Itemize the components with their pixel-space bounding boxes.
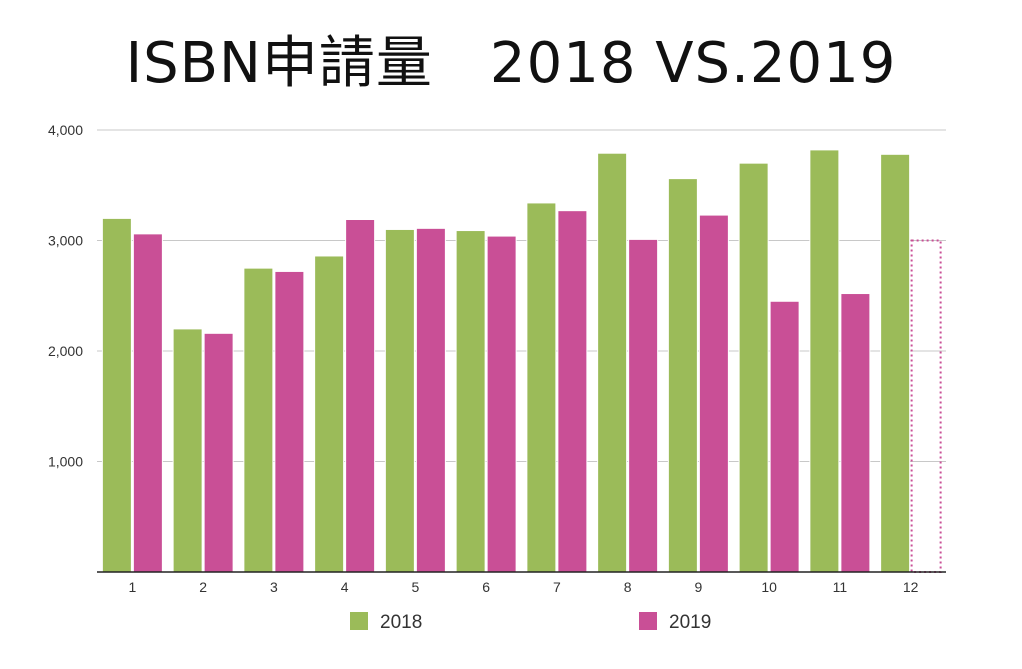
- chart-title: ISBN申請量 2018 VS.2019: [125, 31, 897, 96]
- x-tick-label: 9: [694, 579, 702, 595]
- x-tick-label: 4: [341, 579, 349, 595]
- bar-2018: [455, 230, 486, 573]
- x-tick-label: 6: [482, 579, 490, 595]
- legend-label-2018: 2018: [380, 612, 422, 633]
- legend-label-2019: 2019: [669, 612, 711, 633]
- x-tick-label: 3: [270, 579, 278, 595]
- bar-2018: [314, 255, 345, 573]
- bar-2018: [597, 152, 628, 573]
- bar-2019: [132, 233, 163, 573]
- x-tick-label: 7: [553, 579, 561, 595]
- y-tick-label: 2,000: [48, 343, 83, 359]
- legend-swatch-2019: [639, 612, 657, 630]
- bar-2018: [384, 228, 415, 573]
- bar-2019: [486, 235, 517, 573]
- bar-2018: [738, 162, 769, 573]
- bar-2019: [628, 238, 659, 573]
- bar-2018: [243, 267, 274, 573]
- y-tick-label: 3,000: [48, 233, 83, 249]
- x-tick-label: 11: [833, 579, 848, 595]
- bar-2018: [172, 328, 203, 573]
- x-tick-label: 1: [128, 579, 136, 595]
- bar-2019: [769, 300, 800, 573]
- x-tick-label: 10: [761, 579, 777, 595]
- x-tick-label: 12: [903, 579, 919, 595]
- bar-2019: [415, 227, 446, 573]
- x-tick-label: 5: [411, 579, 419, 595]
- x-tick-label: 2: [199, 579, 207, 595]
- bar-2019: [274, 270, 305, 573]
- bar-2018: [809, 149, 840, 573]
- bar-2019: [345, 219, 376, 573]
- x-tick-label: 8: [624, 579, 632, 595]
- bar-2018: [667, 178, 698, 573]
- bar-2019: [203, 332, 234, 573]
- bar-2018: [880, 153, 911, 573]
- placeholder-bar: [910, 239, 942, 573]
- bar-2019: [698, 214, 729, 573]
- y-tick-label: 1,000: [48, 454, 83, 470]
- bar-2018: [101, 217, 132, 573]
- legend-swatch-2018: [350, 612, 368, 630]
- bar-2018: [526, 202, 557, 573]
- bar-2019: [557, 210, 588, 573]
- bar-2019: [840, 293, 871, 573]
- y-tick-label: 4,000: [48, 122, 83, 138]
